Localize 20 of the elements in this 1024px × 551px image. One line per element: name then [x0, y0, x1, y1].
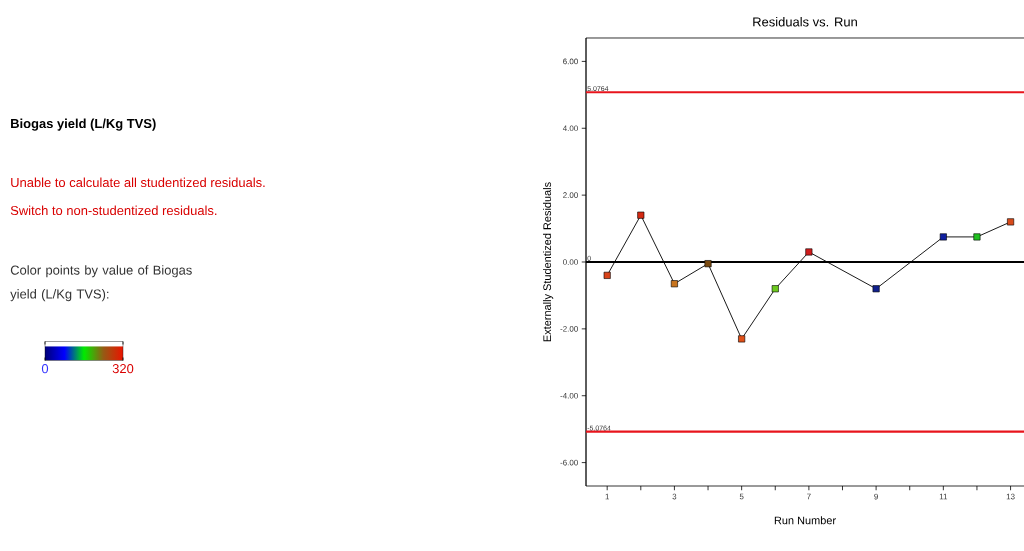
- point: [973, 233, 981, 241]
- text: Switch to non-studentized residuals.: [10, 205, 217, 216]
- color-bar-label: 320: [112, 364, 134, 374]
- point: [670, 280, 678, 288]
- y-axis-title: Externally Studentized Residuals: [543, 182, 554, 342]
- text: Biogas yield (L/Kg TVS): [11, 118, 156, 131]
- point: [637, 211, 645, 219]
- point: [805, 248, 813, 256]
- text: Unable to calculate all studentized residuals.: [11, 177, 265, 188]
- point: [771, 285, 779, 293]
- color-bar-label: 0: [41, 364, 49, 374]
- color-bar-title: Color points by value of Biogas yield (L/Kg TVS):: [10, 265, 192, 302]
- point: [738, 335, 746, 343]
- x-axis-title: Run Number: [774, 516, 836, 525]
- point: [872, 285, 880, 293]
- chart-title: Residuals vs. Run: [753, 16, 857, 27]
- point: [939, 233, 947, 241]
- point: [1007, 218, 1015, 226]
- point: [603, 271, 611, 279]
- point: [704, 260, 712, 268]
